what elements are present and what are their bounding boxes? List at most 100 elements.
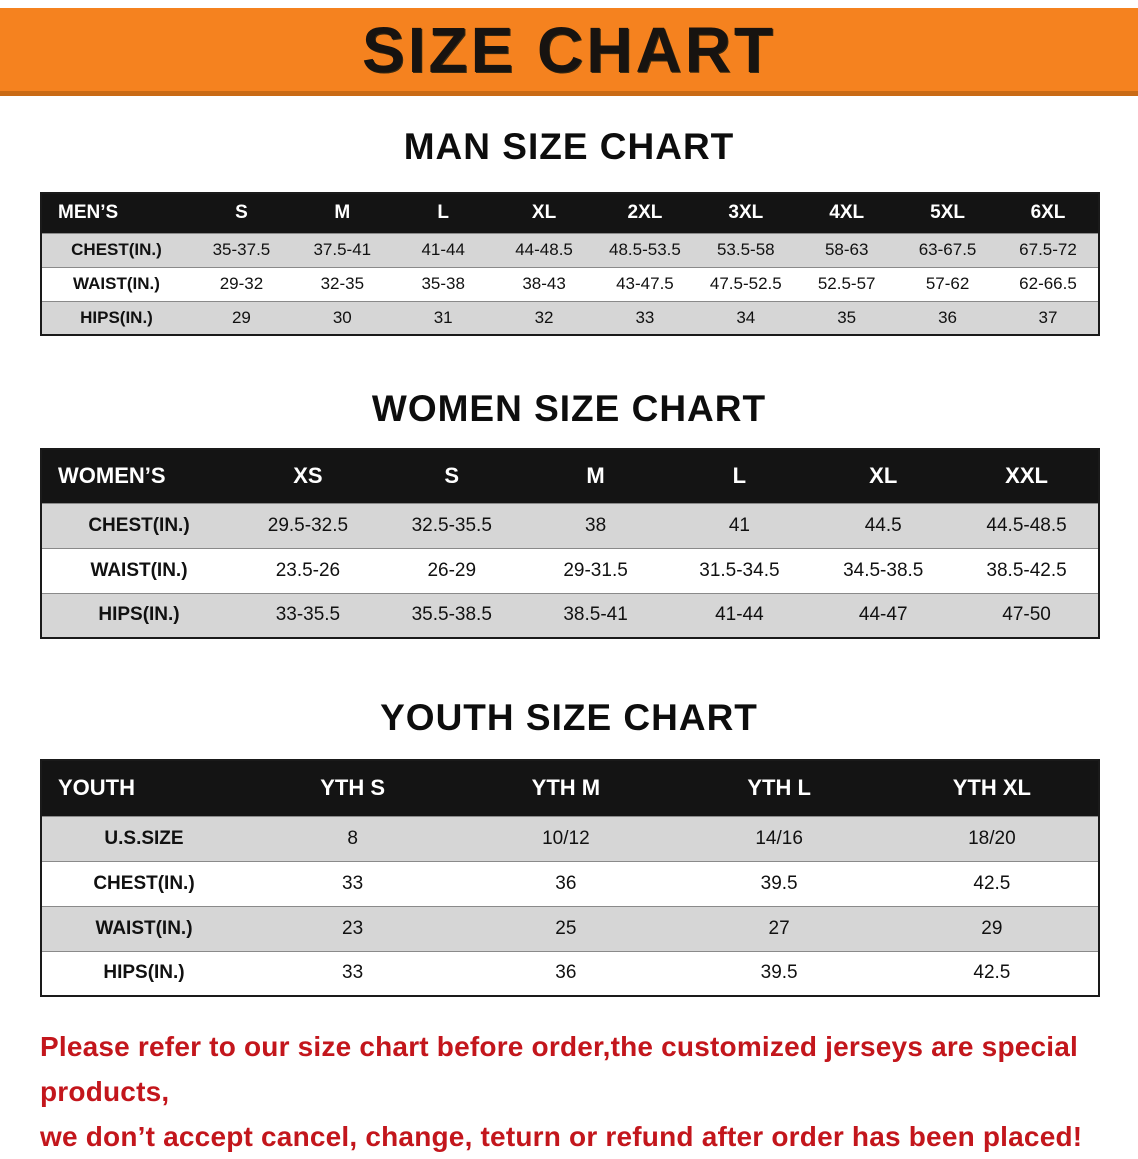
size-value: 37 [998,301,1099,335]
size-value: 47-50 [955,593,1099,638]
size-column-header: 2XL [594,193,696,233]
table-row: HIPS(IN.) 33 36 39.5 42.5 [41,951,1099,996]
group-label: MEN’S [41,193,191,233]
size-column-header: YTH XL [885,760,1099,816]
size-value: 36 [555,872,577,894]
size-value: 67.5-72 [998,233,1099,267]
men-section-title: MAN SIZE CHART [403,126,735,167]
size-value: 29 [191,301,292,335]
size-value: 38.5-42.5 [986,559,1067,581]
size-value: 34.5-38.5 [843,559,924,581]
size-value: 42.5 [973,962,1011,984]
size-value: 58-63 [796,233,898,267]
size-value: 52.5-57 [817,274,876,293]
table-row: HIPS(IN.) 29 30 31 32 33 34 35 36 37 [41,301,1099,335]
size-value: 62-66.5 [1019,274,1077,293]
row-label: HIPS(IN.) [41,593,236,638]
table-row: WAIST(IN.) 29-32 32-35 35-38 38-43 43-47.5 47.… [41,267,1099,301]
size-column-header: XXL [955,449,1099,503]
row-label: HIPS(IN.) [103,962,185,984]
table-row: CHEST(IN.) 29.5-32.5 32.5-35.5 38 41 44.5 44.5… [41,503,1099,548]
size-value: 44.5-48.5 [955,503,1099,548]
size-value: 26-29 [427,559,477,581]
size-column-header: M [291,193,393,233]
size-value: 29-32 [219,274,264,293]
table-row: CHEST(IN.) 35-37.5 37.5-41 41-44 44-48.5 48.5… [41,233,1099,267]
table-row: HIPS(IN.) 33-35.5 35.5-38.5 38.5-41 41-44 44-… [41,593,1099,638]
men-size-table: MEN’S S M L XL 2XL 3XL 4XL 5XL 6XL CHEST(IN.) 35-37… [40,192,1100,336]
group-label: WOMEN’S [41,449,236,503]
size-value: 30 [291,301,393,335]
size-value: 42.5 [973,872,1011,894]
women-size-chart-section: WOMEN SIZE CHART WOMEN’S XS S M L XL XXL CHEST(… [0,388,1138,639]
footer-note-line1: Please refer to our size chart before or… [40,1031,1079,1107]
size-value: 36 [555,962,577,984]
footer-note-line2: we don’t accept cancel, change, teturn o… [40,1120,1083,1152]
size-value: 35-38 [421,274,465,293]
size-value: 35 [796,301,898,335]
size-value: 18/20 [885,816,1099,861]
table-header-row: MEN’S S M L XL 2XL 3XL 4XL 5XL 6XL [41,193,1099,233]
size-value: 39.5 [760,872,798,894]
size-value: 23.5-26 [275,559,341,581]
men-size-chart-section: MAN SIZE CHART MEN’S S M L XL 2XL 3XL 4XL 5XL 6XL… [0,126,1138,336]
row-label: WAIST(IN.) [90,559,188,581]
row-label: WAIST(IN.) [73,274,160,293]
youth-size-table: YOUTH YTH S YTH M YTH L YTH XL U.S.SIZE 8 10/12… [40,759,1100,997]
size-value: 8 [246,816,460,861]
size-value: 23 [246,906,460,951]
size-column-header: XL [493,193,595,233]
row-label: HIPS(IN.) [41,301,191,335]
size-value: 29-31.5 [563,559,628,581]
group-label: YOUTH [41,760,246,816]
size-column-header: L [667,449,812,503]
size-column-header: S [379,449,524,503]
size-column-header: S [191,193,292,233]
size-value: 36 [897,301,998,335]
size-column-header: 3XL [695,193,797,233]
size-value: 43-47.5 [616,274,674,293]
size-value: 44-47 [811,593,956,638]
size-value: 35.5-38.5 [379,593,524,638]
size-value: 44-48.5 [493,233,595,267]
size-value: 47.5-52.5 [709,274,782,293]
size-column-header: YTH L [672,760,886,816]
size-value: 33 [342,872,364,894]
size-column-header: 6XL [998,193,1099,233]
size-value: 32-35 [320,274,365,293]
size-value: 33 [342,962,364,984]
table-header-row: WOMEN’S XS S M L XL XXL [41,449,1099,503]
size-value: 53.5-58 [695,233,797,267]
size-value: 31 [392,301,494,335]
size-column-header: 5XL [897,193,998,233]
size-value: 25 [459,906,673,951]
size-value: 31.5-34.5 [699,559,780,581]
table-row: WAIST(IN.) 23.5-26 26-29 29-31.5 31.5-34.5 34… [41,548,1099,593]
size-column-header: XL [811,449,956,503]
banner: SIZE CHART [0,8,1138,96]
youth-section-title: YOUTH SIZE CHART [380,697,758,738]
size-value: 32.5-35.5 [379,503,524,548]
size-column-header: YTH S [246,760,460,816]
row-label: WAIST(IN.) [41,906,246,951]
size-value: 41 [667,503,812,548]
size-value: 41-44 [667,593,812,638]
table-row: CHEST(IN.) 33 36 39.5 42.5 [41,861,1099,906]
size-value: 37.5-41 [291,233,393,267]
row-label: U.S.SIZE [41,816,246,861]
size-value: 32 [493,301,595,335]
table-header-row: YOUTH YTH S YTH M YTH L YTH XL [41,760,1099,816]
size-value: 38-43 [522,274,566,293]
size-value: 48.5-53.5 [594,233,696,267]
women-section-title: WOMEN SIZE CHART [371,388,767,429]
table-row: U.S.SIZE 8 10/12 14/16 18/20 [41,816,1099,861]
size-value: 39.5 [760,962,798,984]
size-value: 38 [523,503,668,548]
size-column-header: M [523,449,668,503]
size-column-header: YTH M [459,760,673,816]
size-value: 63-67.5 [897,233,998,267]
row-label: CHEST(IN.) [93,872,195,894]
row-label: CHEST(IN.) [41,233,191,267]
women-size-table: WOMEN’S XS S M L XL XXL CHEST(IN.) 29.5-32.5 32.5… [40,448,1100,639]
size-value: 44.5 [811,503,956,548]
